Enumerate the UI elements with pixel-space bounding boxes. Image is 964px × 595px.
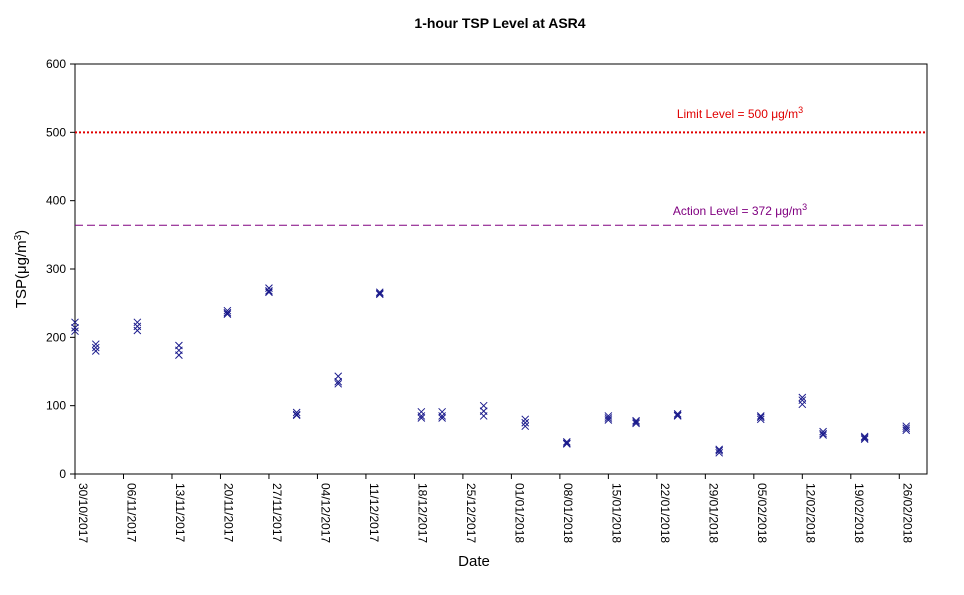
x-tick-label: 22/01/2018 [658, 483, 672, 543]
data-point-marker [521, 422, 530, 431]
data-point-marker [292, 411, 301, 420]
data-point-marker [798, 400, 807, 409]
data-point-marker [604, 416, 613, 424]
data-point-marker [562, 440, 571, 448]
data-point-marker [133, 326, 142, 335]
y-axis: 0 100 200 300 400 500 600 [46, 57, 75, 481]
y-tick-label: 600 [46, 57, 66, 71]
y-tick-label: 100 [46, 399, 66, 413]
y-tick-label: 0 [59, 467, 66, 481]
data-point-marker [265, 287, 273, 295]
x-tick-label: 25/12/2017 [464, 483, 478, 543]
data-point-marker [521, 418, 530, 427]
data-point-marker [819, 431, 827, 439]
x-tick-label: 30/10/2017 [76, 483, 90, 543]
data-point-marker [715, 445, 724, 454]
data-point-marker [756, 415, 765, 424]
data-point-marker [334, 379, 343, 388]
data-point-marker [819, 427, 827, 436]
x-tick-label: 26/02/2018 [900, 483, 914, 543]
x-tick-label: 08/01/2018 [561, 483, 575, 543]
data-point-marker [223, 310, 232, 318]
data-point-marker [375, 288, 384, 297]
reference-line-label: Limit Level = 500 μg/m3 [677, 105, 803, 121]
data-point-marker [798, 393, 807, 402]
data-point-marker [902, 424, 911, 433]
data-point-marker [860, 435, 869, 444]
data-point-marker [417, 414, 426, 422]
reference-lines: Limit Level = 500 μg/m3 Action Level = 37… [75, 105, 927, 226]
data-point-marker [673, 412, 682, 420]
data-point-marker [175, 351, 183, 359]
x-tick-label: 18/12/2017 [415, 483, 429, 543]
x-tick-label: 11/12/2017 [367, 483, 381, 542]
chart-title: 1-hour TSP Level at ASR4 [414, 15, 585, 31]
data-point-marker [562, 438, 571, 446]
data-point-marker [819, 429, 827, 438]
data-point-marker [91, 340, 100, 349]
data-point-marker [902, 426, 911, 435]
data-point-marker [632, 416, 640, 425]
data-markers [71, 284, 911, 457]
data-point-marker [223, 306, 232, 315]
x-tick-label: 05/02/2018 [755, 483, 769, 543]
data-point-marker [334, 377, 343, 386]
data-point-marker [756, 413, 765, 422]
data-point-marker [715, 446, 724, 455]
data-point-marker [604, 414, 613, 422]
data-point-marker [71, 323, 79, 332]
data-point-marker [479, 401, 488, 410]
x-tick-label: 12/02/2018 [803, 483, 817, 543]
data-point-marker [438, 414, 446, 422]
y-tick-label: 500 [46, 125, 66, 139]
data-point-marker [860, 433, 869, 442]
data-point-marker [860, 432, 869, 441]
reference-line-label: Action Level = 372 μg/m3 [673, 202, 807, 218]
data-point-marker [438, 412, 446, 420]
data-point-marker [479, 412, 488, 420]
data-point-marker [632, 419, 640, 428]
data-point-marker [375, 290, 384, 299]
data-point-marker [292, 408, 301, 417]
x-tick-label: 19/02/2018 [852, 483, 866, 543]
y-axis-title: TSP(μg/m3) [13, 230, 31, 308]
x-tick-label: 27/11/2017 [270, 483, 284, 542]
data-point-marker [223, 308, 232, 317]
data-point-marker [91, 343, 100, 352]
data-point-marker [632, 418, 640, 426]
y-tick-label: 300 [46, 262, 66, 276]
plot-area [74, 63, 928, 475]
x-tick-label: 29/01/2018 [706, 483, 720, 543]
x-tick-label: 01/01/2018 [512, 483, 526, 543]
data-point-marker [91, 347, 100, 355]
x-tick-label: 13/11/2017 [173, 483, 187, 542]
data-point-marker [673, 410, 682, 418]
data-point-marker [521, 415, 530, 424]
x-tick-label: 20/11/2017 [221, 483, 235, 542]
y-tick-label: 200 [46, 330, 66, 344]
data-point-marker [71, 327, 79, 336]
y-tick-label: 400 [46, 194, 66, 208]
data-point-marker [265, 288, 273, 297]
x-tick-label: 15/01/2018 [609, 483, 623, 543]
x-axis: 30/10/2017 06/11/2017 13/11/2017 20/11/2017… [74, 474, 914, 543]
x-axis-title: Date [458, 553, 490, 570]
data-point-marker [71, 318, 79, 327]
data-point-marker [417, 412, 426, 420]
data-point-marker [756, 412, 765, 420]
data-point-marker [715, 448, 724, 457]
x-tick-label: 06/11/2017 [124, 483, 138, 542]
x-tick-label: 04/12/2017 [318, 483, 332, 543]
data-point-marker [334, 372, 343, 381]
